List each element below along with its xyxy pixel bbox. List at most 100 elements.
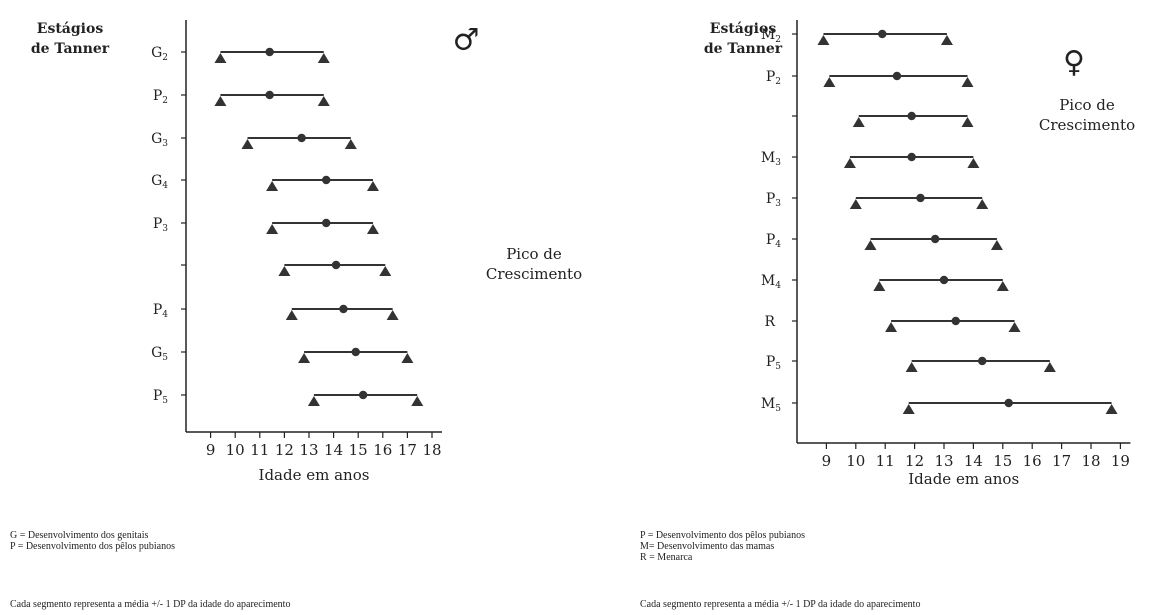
row-label-subscript: 4	[162, 310, 168, 320]
x-tick-label: 12	[275, 441, 294, 459]
mean-point	[907, 152, 916, 162]
left-legend: G = Desenvolvimento dos genitais P = Des…	[10, 530, 175, 552]
x-tick-label: 13	[299, 441, 318, 459]
row-label-subscript: 2	[162, 96, 168, 106]
row-label-subscript: 5	[162, 353, 168, 363]
x-tick-label: 14	[964, 452, 983, 470]
row-label-subscript: 3	[775, 158, 781, 168]
low-sd-marker	[864, 240, 877, 250]
low-sd-marker	[266, 181, 279, 191]
row-label: M5	[761, 396, 781, 414]
x-tick-label: 10	[226, 441, 245, 459]
left-footnote: Cada segmento representa a média +/- 1 D…	[10, 599, 291, 610]
row-label-subscript: 2	[775, 35, 781, 45]
x-tick-label: 9	[206, 441, 216, 459]
high-sd-marker	[317, 96, 330, 106]
legend-line-p: P = Desenvolvimento dos pêlos pubianos	[10, 541, 175, 552]
x-axis-label: Idade em anos	[908, 470, 1019, 488]
low-sd-marker	[843, 158, 856, 168]
row-label-subscript: 3	[775, 199, 781, 209]
high-sd-marker	[1105, 404, 1118, 414]
annotation-line-2: Crescimento	[1039, 116, 1135, 134]
high-sd-marker	[967, 158, 980, 168]
mean-point	[339, 304, 348, 314]
row-label-subscript: 2	[775, 77, 781, 87]
low-sd-marker	[885, 322, 898, 332]
row-label-subscript: 5	[775, 362, 781, 372]
row-label: P2	[766, 69, 781, 87]
low-sd-marker	[278, 266, 291, 276]
low-sd-marker	[905, 362, 918, 372]
row-label: M4	[761, 273, 781, 291]
header-line-1: Estágios	[37, 21, 104, 37]
low-sd-marker	[852, 117, 865, 127]
low-sd-marker	[298, 353, 311, 363]
x-tick-label: 9	[822, 452, 832, 470]
high-sd-marker	[1043, 362, 1056, 372]
legend-line-m: M= Desenvolvimento das mamas	[640, 541, 775, 552]
high-sd-marker	[976, 199, 989, 209]
low-sd-marker	[823, 77, 836, 87]
row-label: P3	[153, 216, 168, 234]
mean-point	[265, 47, 274, 57]
high-sd-marker	[366, 181, 379, 191]
row-label: G2	[151, 45, 168, 63]
low-sd-marker	[873, 281, 886, 291]
header-line-1: Estágios	[710, 21, 777, 37]
low-sd-marker	[214, 96, 227, 106]
high-sd-marker	[401, 353, 414, 363]
high-sd-marker	[990, 240, 1003, 250]
legend-line-r: R = Menarca	[640, 552, 693, 563]
x-tick-label: 15	[993, 452, 1012, 470]
x-tick-label: 19	[1111, 452, 1130, 470]
mean-point	[358, 390, 368, 400]
mean-point	[265, 90, 274, 100]
low-sd-marker	[307, 396, 320, 406]
low-sd-marker	[266, 224, 279, 234]
female-chart: Estágios de Tanner ♀ Pico de Crescimento 9 10 1…	[704, 20, 1135, 488]
header-line-2: de Tanner	[704, 41, 783, 57]
mean-point	[331, 260, 341, 270]
row-label-subscript: 4	[775, 240, 781, 250]
x-tick-label: 12	[905, 452, 924, 470]
x-tick-label: 15	[349, 441, 368, 459]
mean-point	[939, 275, 949, 285]
mean-point	[322, 218, 331, 228]
annotation-line-1: Pico de	[506, 245, 562, 263]
row-label-subscript: 3	[162, 224, 168, 234]
row-label-subscript: 5	[162, 396, 168, 406]
row-label: P4	[766, 232, 781, 250]
row-label: P5	[153, 388, 168, 406]
row-label: M3	[761, 150, 781, 168]
mean-point	[892, 71, 902, 81]
mean-point	[351, 347, 360, 357]
low-sd-marker	[817, 35, 830, 45]
row-label: G5	[151, 345, 168, 363]
high-sd-marker	[961, 117, 974, 127]
mean-point	[297, 133, 306, 143]
x-tick-label: 17	[398, 441, 417, 459]
mean-point	[322, 175, 331, 185]
row-label: R	[764, 314, 775, 330]
row-label: G4	[151, 173, 168, 191]
row-label-subscript: 4	[162, 181, 168, 191]
mean-point	[1004, 398, 1013, 408]
low-sd-marker	[214, 53, 227, 63]
high-sd-marker	[1008, 322, 1021, 332]
low-sd-marker	[285, 310, 298, 320]
row-label: G3	[151, 131, 168, 149]
row-label: P3	[766, 191, 781, 209]
annotation-line-1: Pico de	[1059, 96, 1115, 114]
female-symbol-icon: ♀	[1063, 45, 1085, 80]
row-label: M2	[761, 27, 781, 45]
legend-line-p: P = Desenvolvimento dos pêlos pubianos	[640, 530, 805, 541]
mean-point	[916, 193, 925, 203]
annotation-line-2: Crescimento	[486, 265, 582, 283]
row-label-subscript: 4	[775, 281, 781, 291]
high-sd-marker	[411, 396, 424, 406]
right-footnote: Cada segmento representa a média +/- 1 D…	[640, 599, 921, 610]
low-sd-marker	[849, 199, 862, 209]
high-sd-marker	[317, 53, 330, 63]
legend-line-g: G = Desenvolvimento dos genitais	[10, 530, 149, 541]
